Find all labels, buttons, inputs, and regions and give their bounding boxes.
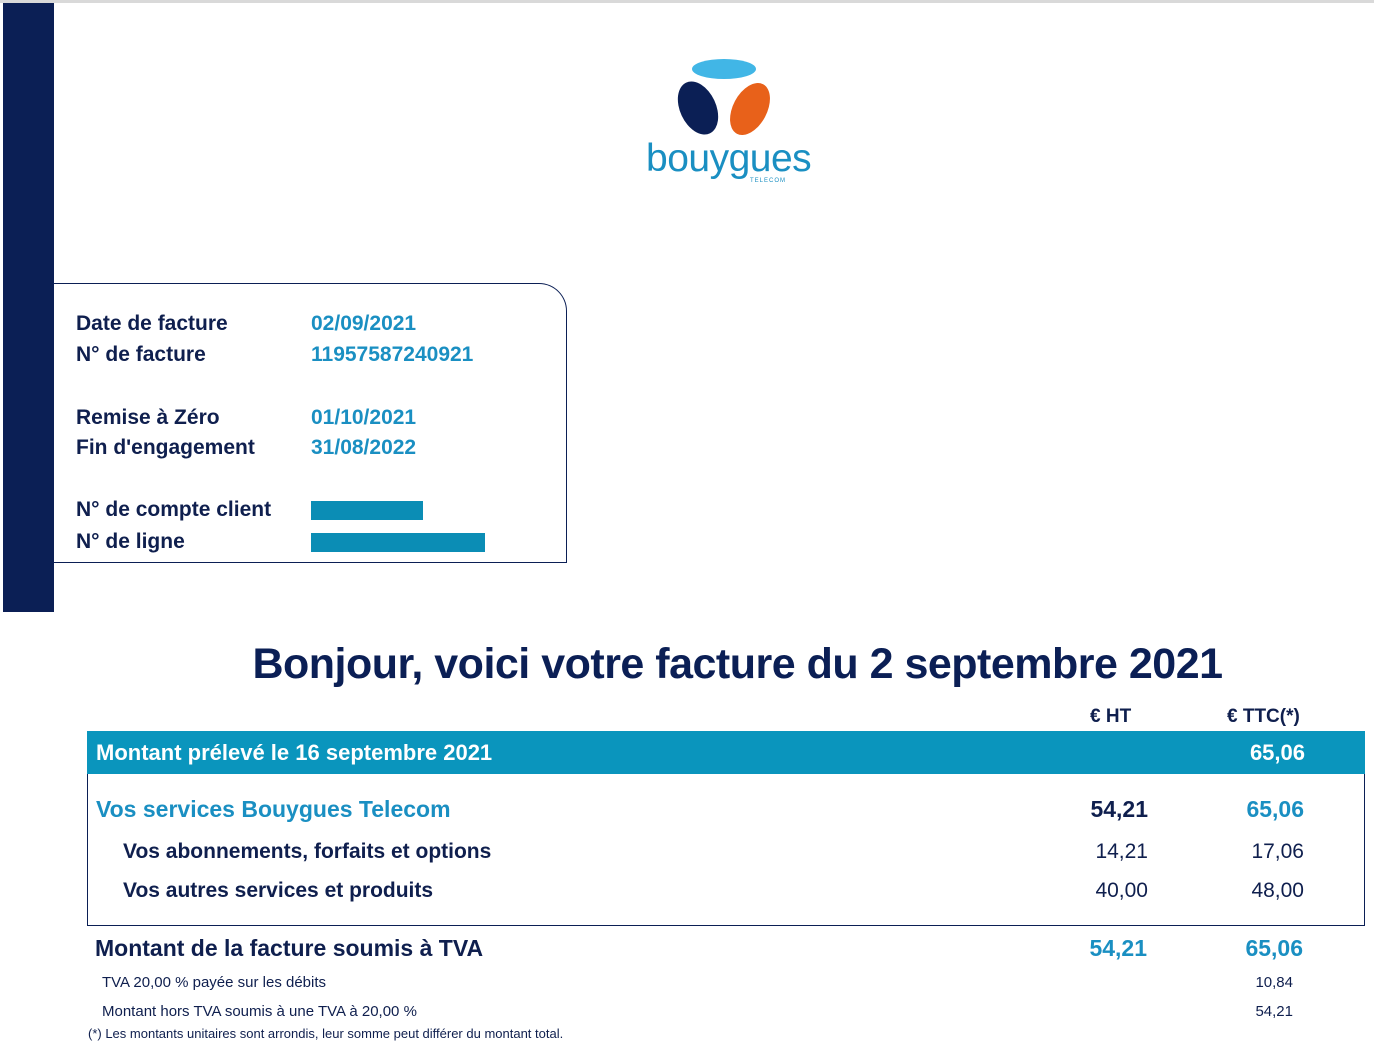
reset-label: Remise à Zéro <box>76 406 220 429</box>
side-accent-bar <box>3 3 54 612</box>
services-item-label: Vos autres services et produits <box>123 879 434 902</box>
logo-wordmark: bouygues <box>646 137 812 180</box>
line-label: N° de ligne <box>76 530 185 553</box>
column-header-ht: € HT <box>1090 706 1132 727</box>
line-redaction <box>311 532 485 552</box>
services-ht: 54,21 <box>1090 796 1148 822</box>
commitment-end-row: Fin d'engagement 31/08/2022 <box>76 436 416 460</box>
reset-value: 01/10/2021 <box>311 406 417 429</box>
vat-total-label: Montant de la facture soumis à TVA <box>95 935 484 961</box>
vat-total-ht: 54,21 <box>1089 935 1147 961</box>
account-row: N° de compte client <box>76 498 423 522</box>
logo-top-ellipse <box>692 59 756 79</box>
invoice-number-label: N° de facture <box>76 343 206 366</box>
invoice-date-row: Date de facture 02/09/2021 <box>76 312 416 336</box>
services-label: Vos services Bouygues Telecom <box>96 796 451 822</box>
amount-debited-ttc: 65,06 <box>1249 740 1305 765</box>
invoice-number-value: 11957587240921 <box>311 343 474 366</box>
vat-total-ttc: 65,06 <box>1245 935 1303 961</box>
vat-line-ttc: 54,21 <box>1255 1003 1293 1020</box>
vat-line-label: Montant hors TVA soumis à une TVA à 20,0… <box>102 1003 417 1020</box>
account-redaction <box>311 500 423 520</box>
invoice-date-label: Date de facture <box>76 312 228 335</box>
top-rule <box>0 0 1374 3</box>
bouygues-logo: bouygues TELECOM <box>640 55 815 195</box>
amount-debited-banner: Montant prélevé le 16 septembre 2021 65,… <box>87 731 1365 774</box>
services-item-ht: 14,21 <box>1095 840 1148 863</box>
services-item-label: Vos abonnements, forfaits et options <box>123 840 492 863</box>
amount-debited-label: Montant prélevé le 16 septembre 2021 <box>96 740 493 765</box>
reset-row: Remise à Zéro 01/10/2021 <box>76 406 416 430</box>
logo-right-ellipse <box>730 83 770 135</box>
commitment-end-label: Fin d'engagement <box>76 436 255 459</box>
column-header-ttc: € TTC(*) <box>1227 706 1300 727</box>
invoice-info-box: Date de facture 02/09/2021 N° de facture 1… <box>54 283 567 563</box>
invoice-number-row: N° de facture 11957587240921 <box>76 343 473 367</box>
services-item-ttc: 48,00 <box>1251 879 1304 902</box>
footnote: (*) Les montants unitaires sont arrondis… <box>88 1026 564 1041</box>
invoice-date-value: 02/09/2021 <box>311 312 417 335</box>
services-item-ttc: 17,06 <box>1251 840 1304 863</box>
logo-left-ellipse <box>677 81 719 135</box>
logo-subtext: TELECOM <box>750 178 787 184</box>
account-label: N° de compte client <box>76 498 272 521</box>
commitment-end-value: 31/08/2022 <box>311 436 417 459</box>
vat-line-label: TVA 20,00 % payée sur les débits <box>102 974 327 991</box>
services-ttc: 65,06 <box>1246 796 1304 822</box>
line-row: N° de ligne <box>76 530 485 554</box>
services-box: Vos services Bouygues Telecom 54,21 65,0… <box>87 774 1365 926</box>
vat-line-ttc: 10,84 <box>1255 974 1293 991</box>
services-item-ht: 40,00 <box>1095 879 1148 902</box>
page-title: Bonjour, voici votre facture du 2 septem… <box>252 640 1223 688</box>
